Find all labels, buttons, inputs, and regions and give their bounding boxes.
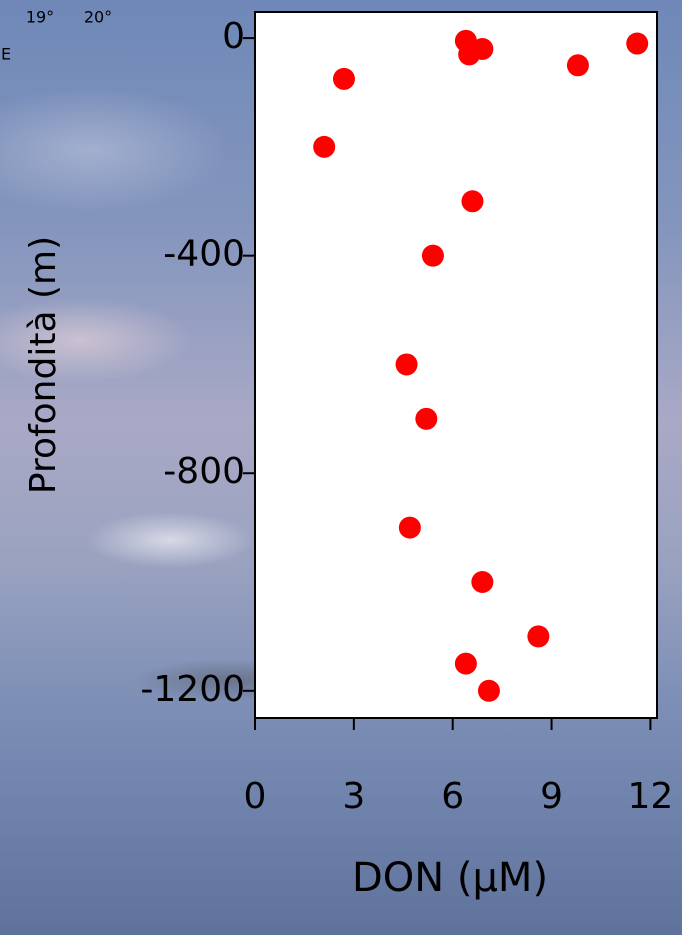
- x-tick-label: 3: [342, 776, 365, 817]
- data-point: [461, 190, 484, 213]
- data-point: [626, 32, 649, 55]
- data-point: [566, 54, 589, 77]
- data-point: [313, 135, 336, 158]
- map-fragment-label: 20°: [84, 8, 112, 27]
- y-axis-title: Profondità (m): [23, 236, 64, 494]
- map-fragment-label: 19°: [26, 8, 54, 27]
- data-point: [421, 244, 444, 267]
- plot-area: [255, 12, 657, 718]
- data-point: [332, 67, 355, 90]
- y-tick-label: 0: [222, 16, 245, 57]
- data-point: [458, 43, 481, 66]
- data-point: [398, 516, 421, 539]
- y-tick-label: -1200: [140, 669, 245, 710]
- y-tick-label: -800: [163, 451, 245, 492]
- y-tick-label: -400: [163, 234, 245, 275]
- x-tick-label: 6: [441, 776, 464, 817]
- data-point: [527, 625, 550, 648]
- x-axis-title: DON (µM): [352, 855, 548, 901]
- x-tick-label: 0: [244, 776, 267, 817]
- x-tick-label: 12: [628, 776, 674, 817]
- data-point: [477, 679, 500, 702]
- data-point: [395, 353, 418, 376]
- data-point: [415, 407, 438, 430]
- map-fragment-label: E: [1, 45, 11, 64]
- data-point: [471, 571, 494, 594]
- x-tick-label: 9: [540, 776, 563, 817]
- plot-frame: [254, 11, 658, 719]
- data-point: [454, 652, 477, 675]
